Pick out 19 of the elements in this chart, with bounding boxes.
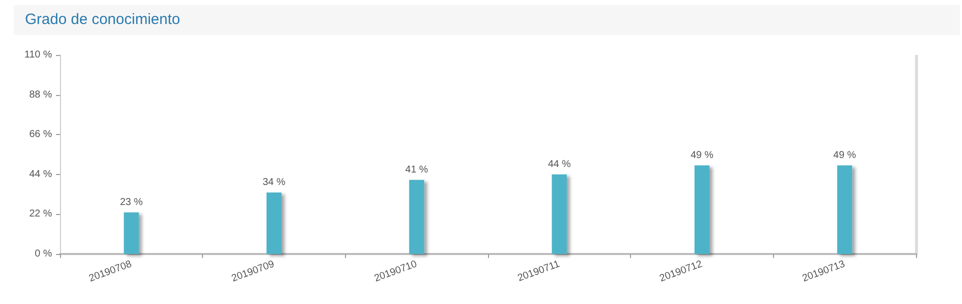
- y-tick-label: 110 %: [24, 50, 52, 60]
- data-label: 49 %: [690, 150, 714, 161]
- data-label: 41 %: [405, 164, 428, 176]
- y-tick-label: 0 %: [34, 248, 52, 260]
- y-tick-label: 44 %: [29, 168, 52, 180]
- bar: [266, 192, 282, 254]
- chart-title: Grado de conocimiento: [25, 11, 180, 28]
- data-label: 34 %: [262, 176, 286, 188]
- y-tick-label: 66 %: [29, 129, 52, 140]
- bar: [552, 174, 567, 254]
- bar: [837, 165, 852, 254]
- data-label: 44 %: [548, 158, 571, 170]
- data-label: 23 %: [120, 196, 143, 208]
- y-tick-label: 22 %: [29, 208, 52, 220]
- y-tick-label: 88 %: [29, 89, 52, 100]
- data-label: 49 %: [833, 150, 856, 161]
- bar: [409, 180, 424, 254]
- bar: [124, 212, 139, 254]
- bar: [694, 165, 710, 254]
